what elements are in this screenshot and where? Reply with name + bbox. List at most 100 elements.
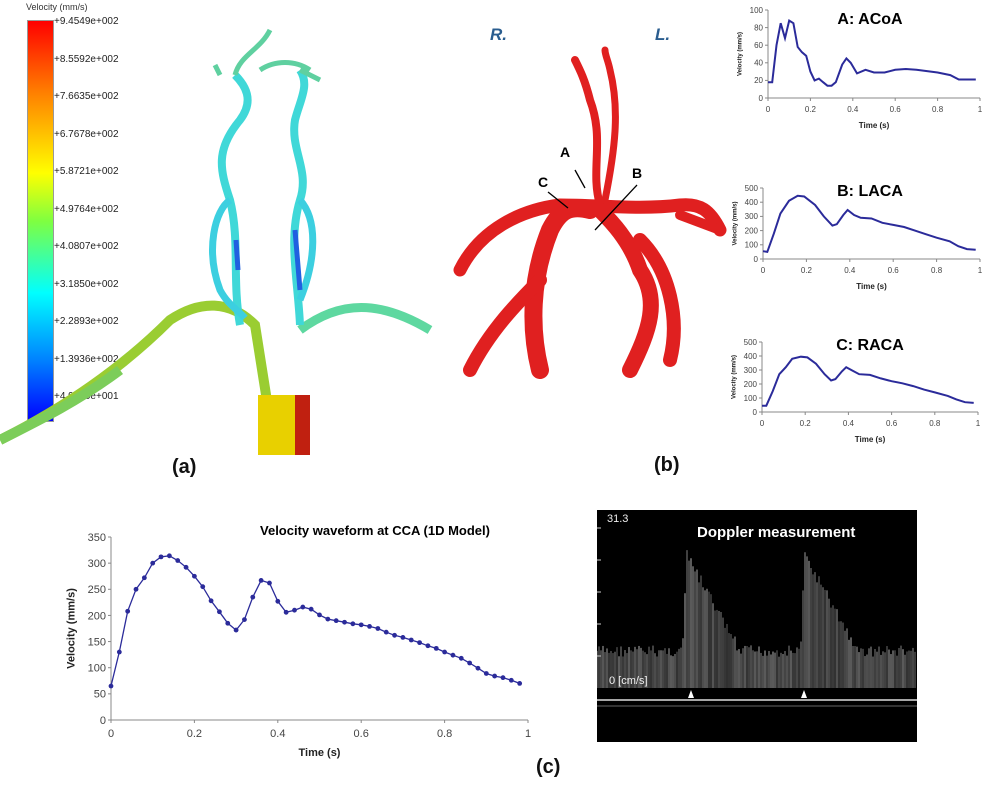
chart-title: B: LACA [837,183,903,200]
x-tick-label: 0.2 [800,419,812,428]
marker-c: C [538,174,549,190]
data-point [300,604,306,610]
data-point [375,626,381,631]
y-axis-label: Velocity (mm/s) [738,32,744,76]
marker-a: A [560,144,571,160]
data-point [308,606,314,612]
marker-b: B [632,165,643,181]
colorbar-tick-label: +4.9764e+002 [54,203,119,215]
data-point [258,577,264,583]
chart-title: Velocity waveform at CCA (1D Model) [260,523,490,538]
y-axis-label: Velocity (mm/s) [732,355,738,399]
x-tick-label: 1 [978,105,983,114]
data-point [442,649,447,655]
doppler-marker [688,690,694,698]
x-axis-label: Time (s) [299,747,341,759]
data-point [158,554,164,560]
chart-title: A: ACoA [837,11,903,28]
x-tick-label: 0.8 [932,105,944,114]
data-point [467,660,473,666]
y-tick-label: 100 [750,6,764,15]
data-point [325,616,331,622]
data-point [250,594,256,600]
panel-label-a: (a) [172,456,197,478]
colorbar-tick-label: +3.1850e+002 [54,278,119,290]
doppler-image: 31.3 Doppler measurement 0 [cm/s] [597,510,917,742]
x-tick-label: 0 [760,419,765,428]
doppler-marker [801,690,807,698]
y-tick-label: 300 [745,212,759,221]
chart-title: C: RACA [836,337,904,354]
x-tick-label: 0.2 [187,728,202,740]
data-point [383,629,389,635]
colorbar-tick-label: +5.8721e+002 [54,166,119,177]
y-tick-label: 0 [100,715,106,727]
x-tick-label: 0.4 [847,105,859,114]
data-point [392,632,397,638]
colorbar-tick-label: +8.5592e+002 [54,53,119,65]
x-tick-label: 0.6 [354,728,369,740]
label-right: R. [490,25,507,44]
x-tick-label: 0 [766,105,771,114]
series-line [762,194,976,254]
x-tick-label: 0 [108,728,114,740]
data-point [242,617,247,623]
data-point [483,671,489,676]
y-tick-label: 200 [745,226,759,235]
series-line [110,555,520,687]
x-tick-label: 0.2 [805,105,817,114]
x-tick-label: 0.8 [929,419,941,428]
y-tick-label: 100 [745,241,759,250]
data-point [433,645,439,651]
y-axis-label: Velocity (mm/s) [66,588,78,669]
chart-laca: 0 100 200 300 400 500 0 0.2 0.4 0.6 0.8 1 Time (s) Ve… [733,183,983,291]
x-tick-label: 0 [761,266,766,275]
y-tick-label: 80 [754,23,763,32]
y-tick-label: 500 [745,184,759,193]
chart-cca: 0 50 100 150 200 250 300 350 0 0.2 0.4 0.6 0.8 1 Time … [66,523,531,759]
data-point [400,634,406,640]
data-point [425,643,431,649]
y-tick-label: 40 [754,59,763,68]
data-point [367,624,372,629]
data-point [517,681,523,686]
vessel-model-arteries [453,46,727,379]
series-line [768,19,976,87]
data-point [217,609,222,615]
data-point [200,584,206,590]
data-point [133,586,139,592]
x-tick-label: 0.8 [437,728,452,740]
x-tick-label: 1 [978,266,983,275]
series-line [762,355,974,407]
y-tick-label: 400 [744,352,758,361]
x-tick-label: 0.4 [843,419,855,428]
data-point [192,573,197,579]
data-point [233,627,239,633]
data-point [175,558,181,563]
y-tick-label: 300 [744,366,758,375]
data-point [150,560,156,566]
y-tick-label: 0 [753,408,758,417]
data-point [417,640,422,646]
data-point [475,665,481,671]
y-tick-label: 400 [745,198,759,207]
chart-acoa: 0 20 40 60 80 100 0 0.2 0.4 0.6 0.8 1 Time (s) Veloci… [738,6,983,130]
data-point [275,598,281,604]
y-tick-label: 100 [744,394,758,403]
doppler-top-value: 31.3 [607,513,629,525]
colorbar-tick-label: +7.6635e+002 [54,91,119,102]
y-axis-label: Velocity (mm/s) [733,201,739,245]
data-point [317,612,322,618]
y-tick-label: 500 [744,338,758,347]
x-tick-label: 0.4 [270,728,285,740]
x-tick-label: 1 [525,728,531,740]
x-axis-label: Time (s) [856,282,887,291]
data-point [408,637,414,643]
x-tick-label: 1 [976,419,981,428]
data-point [492,673,498,679]
colorbar [27,20,54,422]
data-point [358,622,364,628]
data-point [283,609,289,615]
data-point [342,619,347,625]
doppler-spectrum [597,527,917,707]
